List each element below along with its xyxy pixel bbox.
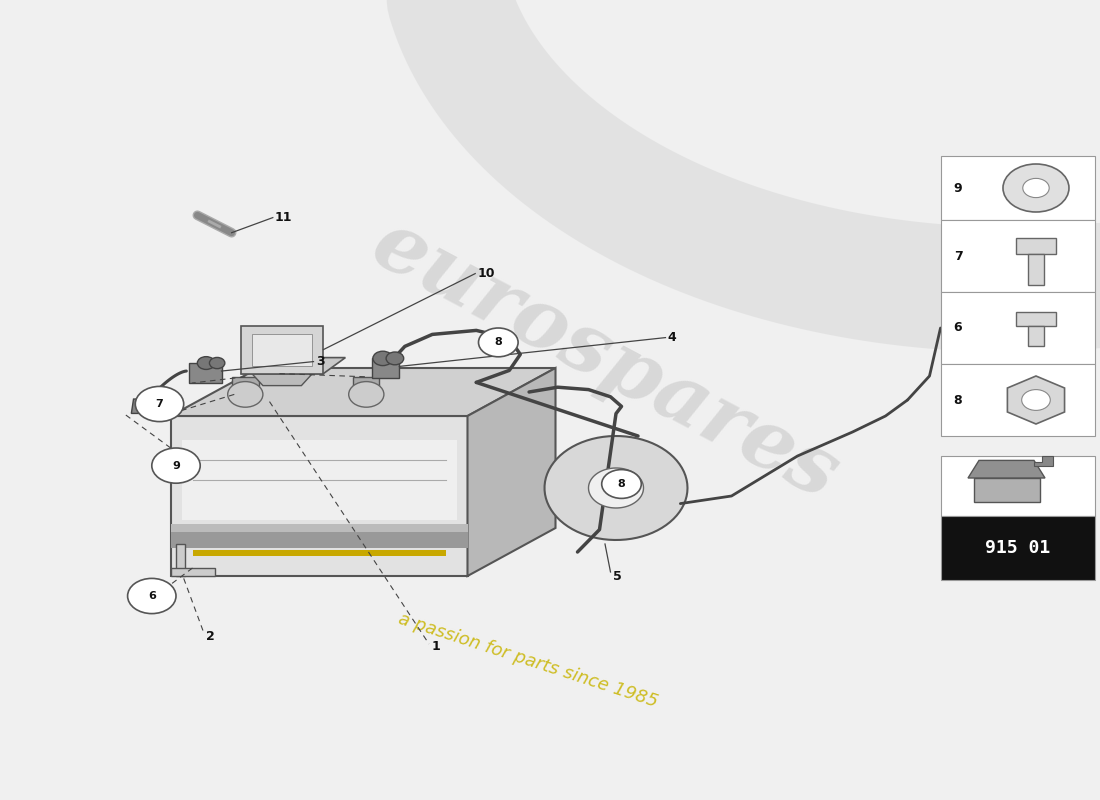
Text: 10: 10 <box>477 267 495 280</box>
Text: 8: 8 <box>954 394 962 406</box>
Polygon shape <box>252 374 312 386</box>
Polygon shape <box>131 399 155 414</box>
Circle shape <box>602 470 641 498</box>
Text: 9: 9 <box>172 461 180 470</box>
Text: 6: 6 <box>147 591 156 601</box>
Bar <box>940 456 1094 516</box>
Polygon shape <box>170 532 468 548</box>
Text: 11: 11 <box>275 211 293 224</box>
Polygon shape <box>968 461 1045 478</box>
Text: 915 01: 915 01 <box>984 539 1050 557</box>
Polygon shape <box>588 468 643 508</box>
Polygon shape <box>353 377 380 394</box>
Circle shape <box>228 382 263 407</box>
Circle shape <box>152 448 200 483</box>
Text: 5: 5 <box>613 570 621 582</box>
Text: 7: 7 <box>954 250 962 262</box>
Polygon shape <box>170 568 214 576</box>
Text: 9: 9 <box>954 182 962 194</box>
Circle shape <box>135 386 184 422</box>
Polygon shape <box>170 368 556 416</box>
Bar <box>1028 326 1044 346</box>
Polygon shape <box>192 550 446 556</box>
Text: 8: 8 <box>617 479 626 489</box>
Polygon shape <box>241 358 345 374</box>
Circle shape <box>478 328 518 357</box>
Circle shape <box>197 357 215 370</box>
Text: 1: 1 <box>431 640 440 653</box>
Polygon shape <box>468 368 556 576</box>
Polygon shape <box>182 440 456 520</box>
Bar <box>940 220 1094 292</box>
Polygon shape <box>232 377 258 394</box>
Polygon shape <box>188 363 221 383</box>
Polygon shape <box>176 544 185 576</box>
Circle shape <box>209 358 224 369</box>
Text: a passion for parts since 1985: a passion for parts since 1985 <box>396 610 660 710</box>
Circle shape <box>1003 164 1069 212</box>
Polygon shape <box>544 436 688 540</box>
Text: 8: 8 <box>494 338 503 347</box>
Text: 2: 2 <box>206 630 214 642</box>
Bar <box>1016 238 1056 254</box>
Circle shape <box>128 578 176 614</box>
Circle shape <box>1023 178 1049 198</box>
Polygon shape <box>372 358 399 378</box>
Text: 7: 7 <box>155 399 164 409</box>
Bar <box>940 292 1094 364</box>
Bar <box>940 156 1094 220</box>
Text: eurospares: eurospares <box>359 203 851 517</box>
Circle shape <box>386 352 404 365</box>
Polygon shape <box>974 478 1040 502</box>
Circle shape <box>373 351 393 366</box>
Text: 4: 4 <box>668 331 676 344</box>
Polygon shape <box>241 326 323 374</box>
Polygon shape <box>1034 456 1053 466</box>
Polygon shape <box>170 524 468 532</box>
Text: 3: 3 <box>316 355 324 368</box>
Bar <box>1028 254 1044 285</box>
Bar <box>940 516 1094 580</box>
Polygon shape <box>252 334 312 366</box>
Circle shape <box>1022 390 1050 410</box>
Circle shape <box>349 382 384 407</box>
Bar <box>1016 312 1056 326</box>
Polygon shape <box>170 416 468 576</box>
Polygon shape <box>1008 376 1065 424</box>
Bar <box>940 364 1094 436</box>
Text: 6: 6 <box>954 322 962 334</box>
